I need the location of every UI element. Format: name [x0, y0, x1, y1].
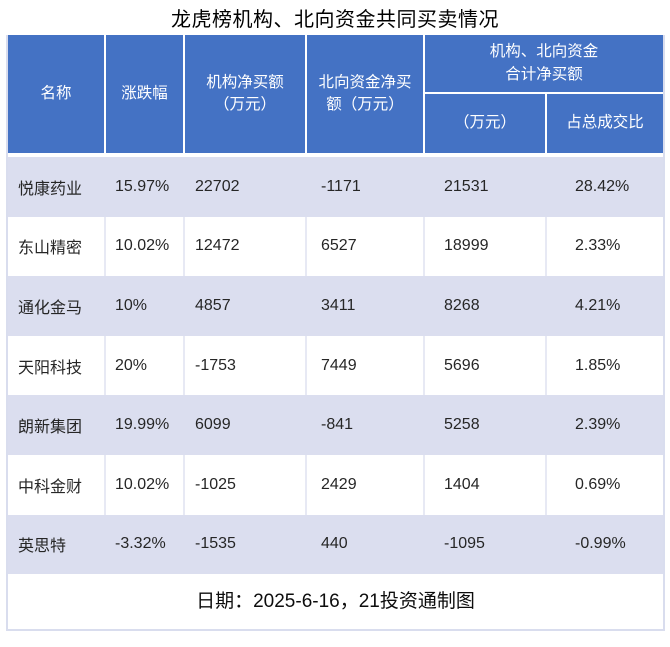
data-table: 名称 涨跌幅 机构净买额 （万元） 北向资金净买 额（万元） 机构、北向资金 合… [6, 35, 665, 632]
cell-turnover-ratio: 2.39% [575, 416, 621, 434]
table-row: 中科金财 10.02% -1025 2429 1404 0.69% [8, 454, 663, 515]
table-row: 朗新集团 19.99% 6099 -841 5258 2.39% [8, 395, 663, 455]
cell-stock-name: 中科金财 [8, 454, 106, 515]
cell-turnover-ratio: 28.42% [575, 177, 630, 195]
cell-turnover-ratio: -0.99% [575, 535, 626, 553]
cell-combined-net-buy: 1404 [425, 454, 547, 515]
cell-northbound-net-buy: 6527 [307, 216, 425, 277]
cell-stock-name: 东山精密 [8, 216, 106, 277]
col-header-combined-amount: （万元） [425, 94, 547, 153]
col-header-northbound-line1: 北向资金净买 [318, 73, 412, 91]
cell-northbound-net-buy: 3411 [321, 296, 356, 314]
cell-stock-name: 英思特 [18, 538, 67, 556]
col-header-turnover-ratio: 占总成交比 [547, 94, 663, 153]
cell-combined-net-buy: 18999 [425, 216, 547, 277]
col-header-change-label: 涨跌幅 [121, 84, 168, 102]
cell-change-percent: 15.97% [115, 177, 170, 195]
cell-northbound-net-buy: 7449 [307, 335, 425, 396]
col-header-combined-net-buy: 机构、北向资金 合计净买额 [425, 35, 663, 94]
cell-institution-net-buy: 6099 [195, 416, 231, 434]
table-body: 悦康药业 15.97% 22702 -1171 21531 28.42% 东山精… [8, 157, 663, 575]
cell-combined-net-buy: 5258 [444, 416, 480, 434]
cell-combined-net-buy: 5696 [425, 335, 547, 396]
col-header-change: 涨跌幅 [106, 35, 185, 153]
col-header-combined-line2: 合计净买额 [505, 65, 583, 83]
cell-stock-name: 悦康药业 [18, 180, 83, 198]
table-row: 天阳科技 20% -1753 7449 5696 1.85% [8, 335, 663, 396]
cell-stock-name: 朗新集团 [18, 419, 83, 437]
table-header: 名称 涨跌幅 机构净买额 （万元） 北向资金净买 额（万元） 机构、北向资金 合… [8, 35, 663, 157]
cell-combined-net-buy: 21531 [444, 177, 489, 195]
cell-change-percent: 19.99% [115, 416, 170, 434]
cell-change-percent: 10% [115, 296, 148, 314]
cell-institution-net-buy: -1535 [195, 535, 236, 553]
cell-institution-net-buy: -1753 [185, 335, 307, 396]
cell-change-percent: 10.02% [106, 454, 185, 515]
table-row: 英思特 -3.32% -1535 440 -1095 -0.99% [8, 514, 663, 575]
col-header-northbound-net-buy: 北向资金净买 额（万元） [307, 35, 425, 153]
cell-institution-net-buy: 12472 [185, 216, 307, 277]
cell-change-percent: 10.02% [106, 216, 185, 277]
cell-northbound-net-buy: 2429 [307, 454, 425, 515]
cell-turnover-ratio: 2.33% [575, 237, 621, 255]
page-title: 龙虎榜机构、北向资金共同买卖情况 [171, 9, 499, 31]
cell-combined-net-buy: 8268 [444, 296, 480, 314]
table-row: 东山精密 10.02% 12472 6527 18999 2.33% [8, 216, 663, 277]
cell-turnover-ratio: 0.69% [575, 475, 621, 493]
cell-stock-name: 天阳科技 [8, 335, 106, 396]
table-row: 通化金马 10% 4857 3411 8268 4.21% [8, 276, 663, 336]
cell-institution-net-buy: 22702 [195, 177, 240, 195]
cell-northbound-net-buy: 440 [321, 535, 348, 553]
cell-institution-net-buy: 4857 [195, 296, 231, 314]
cell-northbound-net-buy: -841 [321, 416, 354, 434]
col-header-institution-line1: 机构净买额 [206, 73, 284, 91]
col-header-combined-line1: 机构、北向资金 [489, 43, 599, 61]
table-footnote: 日期：2025-6-16，21投资通制图 [8, 574, 663, 630]
cell-stock-name: 通化金马 [18, 299, 83, 317]
cell-change-percent: 20% [106, 335, 185, 396]
cell-institution-net-buy: -1025 [185, 454, 307, 515]
cell-turnover-ratio: 4.21% [575, 296, 621, 314]
col-header-name: 名称 [8, 35, 106, 153]
col-header-institution-net-buy: 机构净买额 （万元） [185, 35, 307, 153]
cell-change-percent: -3.32% [115, 535, 166, 553]
col-header-institution-line2: （万元） [213, 96, 276, 113]
cell-northbound-net-buy: -1171 [321, 177, 361, 195]
col-header-northbound-line2: 额（万元） [326, 96, 404, 113]
table-row: 悦康药业 15.97% 22702 -1171 21531 28.42% [8, 157, 663, 217]
cell-combined-net-buy: -1095 [444, 535, 485, 553]
cell-turnover-ratio: 1.85% [575, 356, 621, 374]
